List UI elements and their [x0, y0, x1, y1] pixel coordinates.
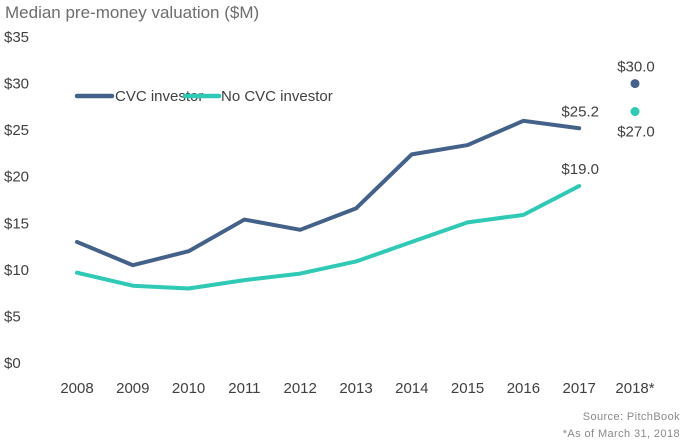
x-tick-label: 2017	[563, 380, 596, 397]
y-tick-label: $0	[4, 355, 21, 372]
x-tick-label: 2015	[451, 380, 484, 397]
x-axis-ticks: 2008 2009 2010 2011 2012 2013 2014 2015 2016 2017…	[60, 380, 654, 397]
legend: CVC investor No CVC investor	[74, 88, 333, 105]
y-tick-label: $25	[4, 122, 29, 139]
x-tick-label: 2009	[116, 380, 149, 397]
data-label: $19.0	[561, 161, 599, 178]
x-tick-label: 2013	[339, 380, 372, 397]
series-lines	[75, 118, 582, 291]
point-2018-cvc-investor	[630, 79, 640, 89]
y-tick-label: $15	[4, 215, 29, 232]
y-tick-label: $10	[4, 262, 29, 279]
y-tick-label: $35	[4, 29, 29, 46]
point-2018-no-cvc-investor	[630, 107, 640, 117]
legend-label: No CVC investor	[221, 88, 333, 105]
y-axis-ticks: $0 $5 $10 $15 $20 $25 $30 $35	[4, 29, 29, 372]
series-line-cvc-investor	[75, 118, 582, 268]
x-tick-label: 2018*	[615, 380, 654, 397]
y-tick-label: $20	[4, 169, 29, 186]
x-tick-label: 2008	[60, 380, 93, 397]
y-tick-label: $5	[4, 308, 21, 325]
chart-title: Median pre-money valuation ($M)	[5, 3, 259, 22]
source-note: Source: PitchBook	[583, 411, 680, 423]
data-labels: $25.2 $30.0 $19.0 $27.0	[561, 59, 654, 178]
data-label: $30.0	[617, 59, 655, 76]
isolated-points	[630, 79, 640, 117]
x-tick-label: 2012	[284, 380, 317, 397]
y-tick-label: $30	[4, 76, 29, 93]
data-label: $27.0	[617, 124, 655, 141]
legend-label: CVC investor	[115, 88, 203, 105]
x-tick-label: 2016	[507, 380, 540, 397]
footnote: *As of March 31, 2018	[563, 428, 680, 440]
x-tick-label: 2010	[172, 380, 205, 397]
data-label: $25.2	[561, 103, 599, 120]
x-tick-label: 2014	[395, 380, 428, 397]
x-tick-label: 2011	[228, 380, 260, 397]
series-line-no-cvc-investor	[75, 184, 582, 291]
